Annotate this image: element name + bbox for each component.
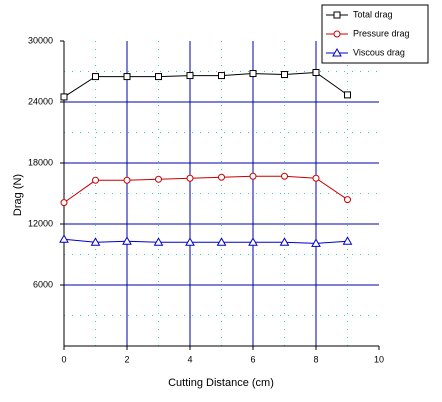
y-tick-label: 12000 [28, 218, 53, 228]
marker [92, 176, 99, 184]
series-line [63, 238, 348, 244]
marker [342, 236, 353, 245]
x-tick-label: 0 [61, 354, 66, 364]
marker [312, 69, 320, 77]
legend-label: Pressure drag [353, 28, 410, 38]
x-axis-label: Cutting Distance (cm) [168, 377, 274, 389]
marker [281, 71, 288, 79]
marker [312, 174, 320, 182]
y-tick-label: 18000 [28, 157, 53, 167]
legend-label: Total drag [353, 9, 393, 19]
x-tick-label: 10 [374, 354, 384, 364]
marker [249, 172, 257, 180]
marker [123, 176, 131, 184]
x-tick-label: 6 [250, 354, 255, 364]
marker [60, 93, 68, 101]
marker [218, 72, 225, 80]
y-axis-label: Drag (N) [12, 174, 24, 216]
y-tick-label: 30000 [28, 35, 53, 45]
marker [123, 73, 131, 81]
marker [279, 237, 290, 246]
marker [333, 11, 341, 19]
x-tick-label: 2 [124, 354, 129, 364]
marker [216, 237, 227, 246]
marker [59, 234, 69, 243]
marker [311, 238, 321, 247]
marker [186, 72, 194, 80]
y-tick-label: 6000 [33, 279, 53, 289]
series-line [63, 175, 348, 204]
legend-label: Viscous drag [353, 47, 405, 57]
y-tick-label: 24000 [28, 96, 53, 106]
marker [248, 237, 258, 246]
marker [333, 30, 341, 38]
marker [153, 237, 164, 246]
marker [332, 47, 342, 57]
series-line [63, 72, 348, 98]
marker [155, 73, 162, 81]
marker [218, 173, 225, 181]
marker [122, 236, 132, 245]
marker [281, 172, 288, 180]
x-tick-label: 4 [187, 354, 192, 364]
marker [90, 237, 101, 246]
marker [185, 237, 195, 246]
marker [155, 175, 162, 183]
marker [186, 174, 194, 182]
marker [249, 70, 257, 78]
marker [92, 73, 99, 81]
marker [60, 199, 68, 207]
marker [344, 91, 351, 99]
marker [344, 196, 351, 204]
x-tick-label: 8 [313, 354, 318, 364]
